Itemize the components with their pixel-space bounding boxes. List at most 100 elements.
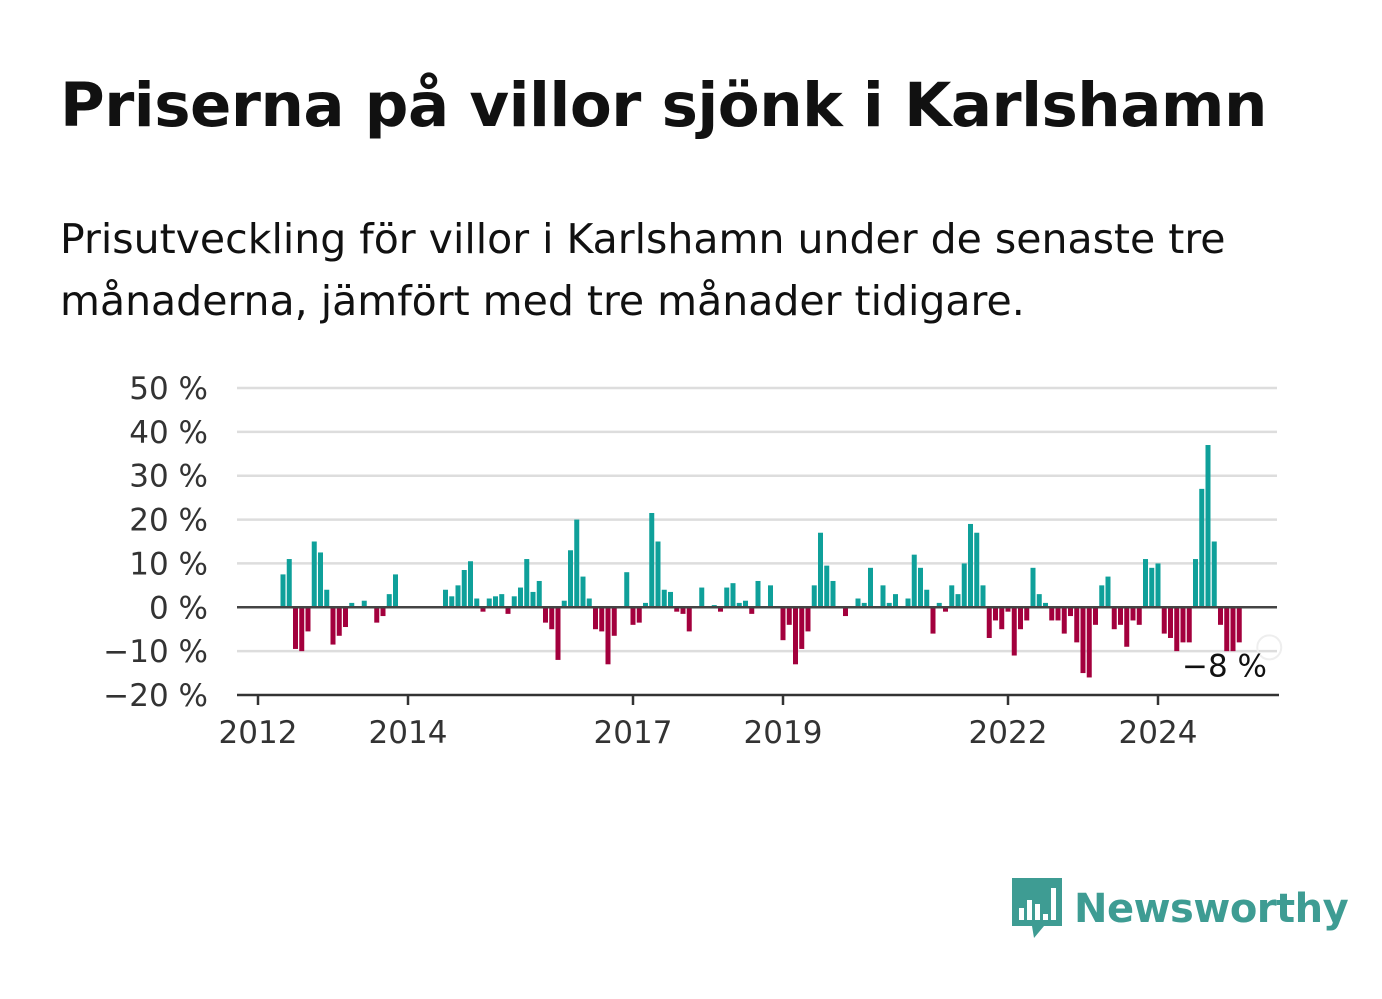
bar [361,600,367,608]
bar [649,512,655,608]
y-tick-label: −20 % [103,678,208,714]
bar [305,607,311,632]
bar [793,607,798,665]
bar [1086,607,1092,678]
bar [1105,576,1111,608]
bar [486,598,492,608]
bar [961,563,967,608]
bar [555,607,561,660]
bar [586,598,592,608]
bar [1186,607,1192,643]
bar [474,598,480,608]
bar [468,561,473,608]
bar [1068,607,1073,617]
bar [580,576,586,608]
bar [1043,602,1048,608]
bar [880,585,886,608]
bar [1218,607,1223,625]
bar [549,607,555,630]
bar [924,589,930,608]
bar [861,602,867,608]
bar [636,607,642,623]
bar [374,607,380,623]
bar [1199,488,1205,608]
bar [1011,607,1017,656]
bar [1118,607,1123,625]
bar [786,607,792,625]
bar [593,607,598,630]
newsworthy-logo-icon [1012,878,1062,938]
bar [818,532,823,608]
bar [530,591,536,608]
bar [799,607,805,649]
newsworthy-logo: Newsworthy [1012,878,1349,940]
bar [824,565,830,608]
bar [524,559,530,608]
bar [493,596,498,608]
bar [943,607,948,612]
last-value-label: −8 % [1182,648,1267,684]
bar [868,567,873,608]
bar [986,607,992,638]
y-tick-label: 0 % [149,590,208,626]
bar [911,554,917,608]
bar [518,587,523,608]
y-tick-label: 10 % [129,546,208,582]
bar [499,594,505,608]
bar [318,552,323,608]
x-tick-label: 2017 [594,715,673,751]
x-tick-label: 2024 [1119,715,1198,751]
bar [993,607,998,621]
bar [743,600,748,608]
bar [811,585,817,608]
bar [974,532,980,608]
bar [768,585,773,608]
bar [1193,559,1198,608]
y-tick-label: 40 % [129,415,208,451]
bar [755,580,761,608]
bar [1061,607,1067,634]
y-tick-label: 30 % [129,459,208,495]
x-tick-label: 2012 [219,715,298,751]
bar [1093,607,1098,625]
bar [1224,607,1230,652]
bar [1099,585,1105,608]
bar [286,559,292,608]
y-tick-label: 20 % [129,503,208,539]
bar [724,587,730,608]
bar [1024,607,1030,621]
bar [668,591,673,608]
bar [1080,607,1086,674]
bar [955,594,961,608]
bar [980,585,986,608]
bar [730,583,736,608]
bar [1055,607,1061,621]
last-value-marker [1256,634,1283,661]
bar [480,607,486,612]
bar [1143,559,1148,608]
y-tick-label: −10 % [103,634,208,670]
bar [999,607,1005,630]
bar [855,598,861,608]
bar [1230,607,1236,652]
bar [393,574,398,608]
y-tick-label: 50 % [129,371,208,407]
bar [1149,567,1155,608]
bar [949,585,955,608]
bar [299,607,305,652]
bar [624,572,630,608]
bar [1174,607,1180,652]
bar [511,596,517,608]
bar [461,570,467,608]
bar [674,607,680,612]
bar [680,607,686,614]
bar [1049,607,1055,621]
bar [1136,607,1142,625]
x-tick-label: 2019 [744,715,823,751]
bar [343,607,348,628]
bar [1155,563,1161,608]
bar [605,607,611,665]
bar [905,598,911,608]
bar [336,607,342,636]
x-tick-label: 2022 [969,715,1048,751]
